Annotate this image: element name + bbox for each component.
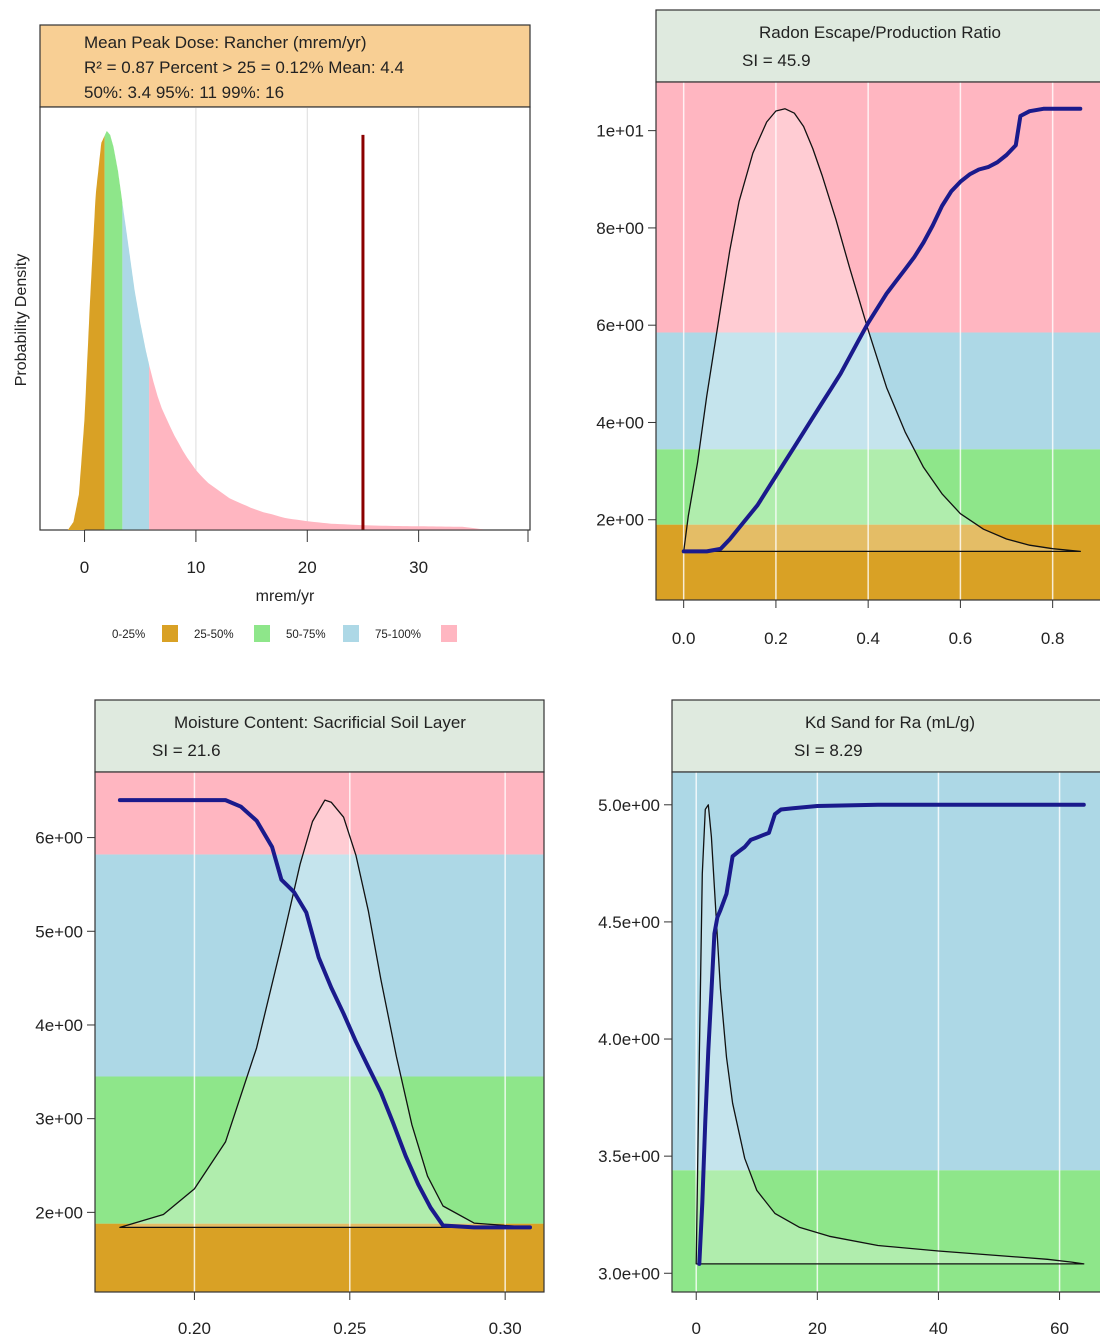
dose-area-50-75 [122, 202, 150, 531]
kd-cdf-line [697, 802, 1086, 1266]
radon-x-tick-label: 0.4 [856, 629, 880, 648]
dose-area-0-25 [67, 135, 105, 530]
moisture-title: Moisture Content: Sacrificial Soil Layer [174, 713, 466, 732]
radon-band-25-50 [656, 449, 1100, 525]
kd-x-tick-label: 40 [929, 1319, 948, 1338]
dose-area-75-100 [149, 364, 488, 530]
kd-y-tick-label: 4.5e+00 [598, 913, 660, 932]
radon-title: Radon Escape/Production Ratio [759, 23, 1001, 42]
radon-band-50-75 [656, 332, 1100, 450]
dose-x-tick-label: 30 [409, 558, 428, 577]
moisture-band-0-25 [95, 1223, 544, 1292]
dose-area-25-50 [104, 130, 123, 530]
moisture-plot-frame [94, 771, 545, 1293]
legend-swatch [162, 625, 178, 642]
moisture-y-tick-label: 2e+00 [35, 1203, 83, 1222]
radon-y-tick-label: 6e+00 [596, 316, 644, 335]
dose-panel: Mean Peak Dose: Rancher (mrem/yr) R² = 0.… [13, 24, 531, 642]
kd-band-25-50 [672, 1170, 1100, 1292]
kd-y-tick-label: 3.0e+00 [598, 1264, 660, 1283]
legend-label: 0-25% [112, 629, 145, 641]
dose-title: Mean Peak Dose: Rancher (mrem/yr) [84, 33, 366, 52]
moisture-y-tick-label: 5e+00 [35, 922, 83, 941]
radon-header-box [655, 9, 1100, 83]
moisture-si: SI = 21.6 [152, 741, 221, 760]
radon-y-tick-label: 2e+00 [596, 511, 644, 530]
moisture-band-25-50 [95, 1076, 544, 1224]
legend-swatch [441, 625, 457, 642]
radon-plot-frame [655, 81, 1100, 601]
kd-y-tick-label: 4.0e+00 [598, 1030, 660, 1049]
dose-stats-line-2: 50%: 3.4 95%: 11 99%: 16 [84, 83, 284, 102]
radon-panel: Radon Escape/Production Ratio SI = 45.9 2e… [596, 9, 1100, 648]
legend-label: 25-50% [194, 629, 234, 641]
dose-header-box [39, 24, 531, 108]
moisture-x-tick-label: 0.25 [333, 1319, 366, 1338]
moisture-cdf-line [117, 798, 532, 1230]
kd-y-tick-label: 5.0e+00 [598, 796, 660, 815]
radon-x-tick-label: 0.0 [672, 629, 696, 648]
dose-x-tick-label: 20 [298, 558, 317, 577]
radon-y-tick-label: 1e+01 [596, 122, 644, 141]
moisture-density-curve [119, 799, 531, 1229]
kd-header-box [671, 699, 1100, 773]
moisture-y-tick-label: 3e+00 [35, 1110, 83, 1129]
moisture-header-box [94, 699, 545, 773]
moisture-y-tick-label: 4e+00 [35, 1016, 83, 1035]
kd-panel: Kd Sand for Ra (mL/g) SI = 8.29 3.0e+00 3.5… [598, 699, 1100, 1338]
dose-x-axis-label: mrem/yr [256, 588, 315, 605]
legend-label: 50-75% [286, 629, 326, 641]
kd-x-tick-label: 20 [808, 1319, 827, 1338]
kd-x-tick-label: 0 [691, 1319, 700, 1338]
kd-plot-frame [671, 771, 1100, 1293]
legend-label: 75-100% [375, 629, 421, 641]
radon-x-tick-label: 0.8 [1041, 629, 1065, 648]
radon-si: SI = 45.9 [742, 51, 811, 70]
dose-x-tick-label: 0 [80, 558, 89, 577]
moisture-panel: Moisture Content: Sacrificial Soil Layer… [35, 699, 545, 1338]
kd-si: SI = 8.29 [794, 741, 863, 760]
dose-y-axis-label: Probability Density [13, 254, 30, 387]
kd-density-curve [695, 804, 1085, 1265]
radon-density-curve [683, 108, 1081, 553]
moisture-x-tick-label: 0.20 [178, 1319, 211, 1338]
legend-swatch [343, 625, 359, 642]
dose-stats-line-1: R² = 0.87 Percent > 25 = 0.12% Mean: 4.4 [84, 58, 404, 77]
moisture-y-tick-label: 6e+00 [35, 829, 83, 848]
kd-band-50-75 [672, 772, 1100, 1171]
kd-title: Kd Sand for Ra (mL/g) [805, 713, 975, 732]
radon-band-75-100 [656, 82, 1100, 333]
kd-y-tick-label: 3.5e+00 [598, 1147, 660, 1166]
radon-y-tick-label: 4e+00 [596, 413, 644, 432]
kd-x-tick-label: 60 [1050, 1319, 1069, 1338]
radon-cdf-line [681, 106, 1083, 554]
radon-x-tick-label: 0.2 [764, 629, 788, 648]
radon-y-tick-label: 8e+00 [596, 219, 644, 238]
radon-x-tick-label: 0.6 [949, 629, 973, 648]
legend-swatch [254, 625, 270, 642]
moisture-x-tick-label: 0.30 [489, 1319, 522, 1338]
dose-x-tick-label: 10 [186, 558, 205, 577]
moisture-band-50-75 [95, 854, 544, 1077]
moisture-band-75-100 [95, 772, 544, 855]
